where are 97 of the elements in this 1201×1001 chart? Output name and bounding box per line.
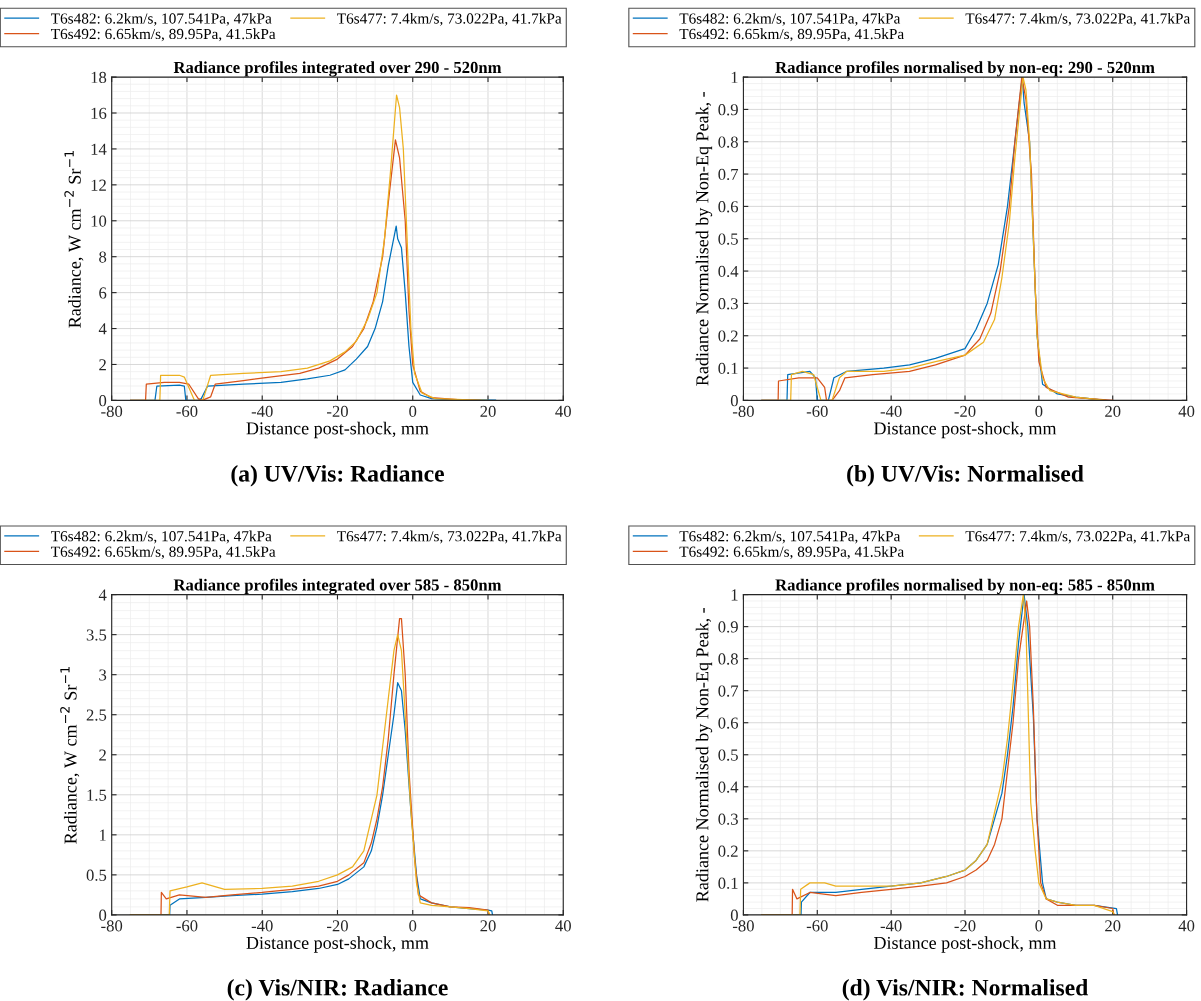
legend-label: T6s477: 7.4km/s, 73.022Pa, 41.7kPa	[965, 12, 1191, 26]
legend-label: T6s477: 7.4km/s, 73.022Pa, 41.7kPa	[337, 12, 562, 26]
y-tick-label: 0.6	[718, 201, 739, 213]
legend-label: T6s477: 7.4km/s, 73.022Pa, 41.7kPa	[337, 530, 562, 544]
y-tick-label: 0.4	[718, 781, 739, 793]
y-tick-label: 0.3	[718, 813, 738, 825]
y-axis-title: Radiance, W cm$^{−2}$ Sr$^{−1}$	[60, 666, 80, 844]
y-tick-label: 0.9	[718, 104, 738, 116]
legend-label: T6s492: 6.65km/s, 89.95Pa, 41.5kPa	[679, 28, 904, 42]
legend-label: T6s492: 6.65km/s, 89.95Pa, 41.5kPa	[679, 546, 904, 560]
y-tick-label: 0.8	[718, 136, 738, 148]
legend-label: T6s492: 6.65km/s, 89.95Pa, 41.5kPa	[51, 546, 276, 560]
y-tick-label: 18	[91, 71, 107, 84]
text: (b) UV/Vis: Normalised	[847, 465, 1084, 487]
x-tick-label: -20	[326, 405, 348, 417]
y-tick-label: 0	[99, 395, 107, 407]
y-axis-title: Radiance, W cm$^{−2}$ Sr$^{−1}$	[64, 150, 84, 328]
x-tick-label: 40	[1178, 405, 1195, 417]
y-tick-label: 1	[731, 589, 738, 601]
y-tick-label: 0.9	[718, 621, 738, 633]
x-tick-label: -20	[954, 920, 976, 932]
y-axis-title: Radiance Normalised by Non-Eq Peak, -	[695, 91, 713, 386]
x-axis-title: Distance post-shock, mm	[874, 936, 1057, 953]
x-tick-label: 20	[1105, 405, 1121, 417]
y-tick-label: 1	[99, 829, 106, 841]
x-tick-label: -20	[954, 405, 976, 417]
chart-title: Radiance profiles integrated over 585 - 850nm	[173, 578, 502, 595]
x-tick-label: 0	[409, 405, 417, 417]
legend-label: T6s482: 6.2km/s, 107.541Pa, 47kPa	[51, 530, 272, 544]
x-tick-label: 20	[480, 920, 496, 932]
legend-label: T6s482: 6.2km/s, 107.541Pa, 47kPa	[679, 530, 901, 544]
text: (a) UV/Vis: Radiance	[231, 465, 444, 487]
x-tick-label: -60	[806, 405, 828, 417]
x-tick-label: -80	[732, 920, 754, 932]
chart-title: Radiance profiles normalised by non-eq: 290 - 520nm	[775, 61, 1155, 77]
y-tick-label: 2	[99, 359, 106, 371]
y-tick-label: 0.5	[718, 233, 738, 245]
x-tick-label: -40	[251, 405, 273, 417]
y-tick-label: 0.1	[718, 362, 738, 375]
y-tick-label: 0.4	[718, 265, 739, 278]
x-tick-label: 40	[555, 405, 571, 417]
legend-label: T6s482: 6.2km/s, 107.541Pa, 47kPa	[51, 12, 272, 26]
x-tick-label: 0	[1035, 405, 1043, 417]
chart-title: Radiance profiles normalised by non-eq: 585 - 850nm	[775, 578, 1155, 595]
y-tick-label: 0.2	[718, 330, 738, 342]
y-tick-label: 0.5	[718, 749, 738, 761]
chart-title: Radiance profiles integrated over 290 - 520nm	[173, 61, 502, 77]
legend-label: T6s477: 7.4km/s, 73.022Pa, 41.7kPa	[965, 530, 1191, 544]
y-tick-label: 0	[99, 909, 107, 921]
x-tick-label: 40	[1178, 920, 1195, 932]
y-tick-label: 14	[91, 143, 107, 155]
y-tick-label: 0	[730, 909, 738, 921]
x-tick-label: -40	[880, 920, 902, 932]
y-tick-label: 0.8	[718, 653, 738, 665]
x-tick-label: 0	[1035, 920, 1043, 932]
y-tick-label: 0.7	[718, 168, 739, 181]
x-tick-label: -80	[101, 920, 123, 932]
x-tick-label: -60	[176, 920, 198, 932]
x-tick-label: -40	[251, 920, 273, 932]
y-axis-title: Radiance Normalised by Non-Eq Peak, -	[695, 608, 713, 902]
y-tick-label: 16	[91, 107, 107, 119]
y-tick-label: 4	[98, 589, 107, 601]
x-axis-title: Distance post-shock, mm	[246, 936, 429, 953]
y-tick-label: 2	[99, 749, 106, 761]
legend-label: T6s482: 6.2km/s, 107.541Pa, 47kPa	[679, 12, 901, 26]
text: (d) Vis/NIR: Normalised	[842, 978, 1089, 1001]
x-tick-label: -20	[326, 920, 348, 932]
y-tick-label: 3.5	[86, 629, 107, 641]
x-tick-label: 20	[480, 405, 496, 417]
x-tick-label: -60	[806, 920, 828, 932]
x-tick-label: -80	[732, 405, 754, 417]
y-tick-label: 3	[99, 669, 107, 681]
y-tick-label: 4	[98, 323, 107, 335]
y-tick-label: 8	[99, 251, 107, 263]
y-tick-label: 12	[91, 179, 106, 191]
text: (c) Vis/NIR: Radiance	[227, 978, 448, 1001]
x-axis-title: Distance post-shock, mm	[874, 421, 1057, 439]
y-tick-label: 0.5	[86, 869, 107, 881]
y-tick-label: 1	[731, 71, 738, 83]
x-tick-label: -60	[176, 405, 198, 417]
y-tick-label: 0.6	[718, 717, 739, 729]
x-tick-label: -80	[101, 405, 123, 417]
x-tick-label: 0	[409, 920, 417, 932]
x-tick-label: 40	[555, 920, 571, 932]
y-tick-label: 0.7	[718, 685, 739, 697]
x-tick-label: 20	[1105, 920, 1121, 932]
y-tick-label: 0.2	[718, 845, 738, 857]
y-tick-label: 10	[91, 215, 107, 227]
y-tick-label: 0.3	[718, 298, 738, 310]
y-tick-label: 2.5	[86, 709, 107, 721]
x-tick-label: -40	[880, 405, 902, 417]
y-tick-label: 0	[730, 395, 738, 407]
legend-label: T6s492: 6.65km/s, 89.95Pa, 41.5kPa	[51, 28, 276, 42]
y-tick-label: 6	[99, 287, 107, 299]
x-axis-title: Distance post-shock, mm	[246, 421, 429, 439]
y-tick-label: 1.5	[87, 789, 107, 801]
y-tick-label: 0.1	[718, 877, 738, 889]
